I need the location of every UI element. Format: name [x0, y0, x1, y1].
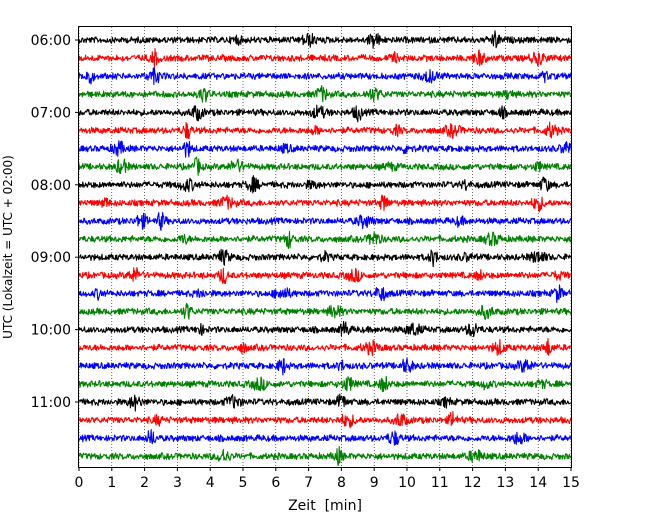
- trace-0845: [78, 230, 572, 250]
- trace-0930: [78, 284, 572, 304]
- x-tick-label-13: 13: [496, 475, 514, 491]
- x-tick-label-1: 1: [107, 475, 116, 491]
- x-tick-label-0: 0: [75, 475, 84, 491]
- x-tick-label-4: 4: [206, 475, 215, 491]
- trace-0945: [78, 302, 572, 320]
- x-tick-label-15: 15: [562, 475, 580, 491]
- x-axis-title: Zeit [min]: [288, 498, 362, 514]
- trace-1100: [78, 393, 572, 412]
- x-tick-label-9: 9: [370, 475, 379, 491]
- plot-area-frame: [78, 26, 572, 468]
- x-tick-label-3: 3: [173, 475, 182, 491]
- trace-0600: [78, 30, 572, 49]
- trace-0800: [78, 175, 572, 194]
- trace-1000: [78, 320, 572, 338]
- x-tick-label-5: 5: [239, 475, 248, 491]
- trace-group: [78, 30, 572, 467]
- trace-0615: [78, 48, 572, 69]
- y-axis-title: UTC (Lokalzeit = UTC + 02:00): [1, 155, 15, 339]
- x-axis: 0 1 2 3 4 5 6 7 8 9 10 11 12 13 14 15: [75, 467, 580, 491]
- trace-1045: [78, 375, 572, 393]
- y-tick-label-0600: 06:00: [31, 33, 71, 49]
- y-tick-label-0900: 09:00: [31, 250, 71, 266]
- x-tick-label-7: 7: [304, 475, 313, 491]
- trace-1115: [78, 410, 572, 429]
- x-tick-label-6: 6: [271, 475, 280, 491]
- trace-0715: [78, 121, 572, 140]
- trace-1145: [78, 446, 572, 467]
- trace-0630: [78, 67, 572, 86]
- trace-1015: [78, 337, 572, 357]
- x-tick-label-2: 2: [140, 475, 149, 491]
- trace-1030: [78, 357, 572, 376]
- x-tick-label-11: 11: [431, 475, 449, 491]
- trace-0900: [78, 248, 572, 268]
- y-tick-label-1000: 10:00: [31, 323, 71, 339]
- trace-0830: [78, 212, 572, 231]
- y-tick-label-0700: 07:00: [31, 105, 71, 121]
- x-tick-label-8: 8: [337, 475, 346, 491]
- x-tick-label-10: 10: [398, 475, 416, 491]
- trace-0700: [78, 104, 572, 123]
- y-tick-label-1100: 11:00: [31, 395, 71, 411]
- trace-0815: [78, 194, 572, 213]
- x-tick-label-14: 14: [529, 475, 547, 491]
- trace-0645: [78, 84, 572, 103]
- trace-0730: [78, 140, 572, 158]
- x-tick-label-12: 12: [464, 475, 482, 491]
- trace-0745: [78, 156, 572, 176]
- y-axis: 06:00 07:00 08:00 09:00 10:00 11:00: [31, 33, 79, 411]
- trace-1130: [78, 428, 572, 446]
- trace-0915: [78, 267, 572, 284]
- y-tick-label-0800: 08:00: [31, 178, 71, 194]
